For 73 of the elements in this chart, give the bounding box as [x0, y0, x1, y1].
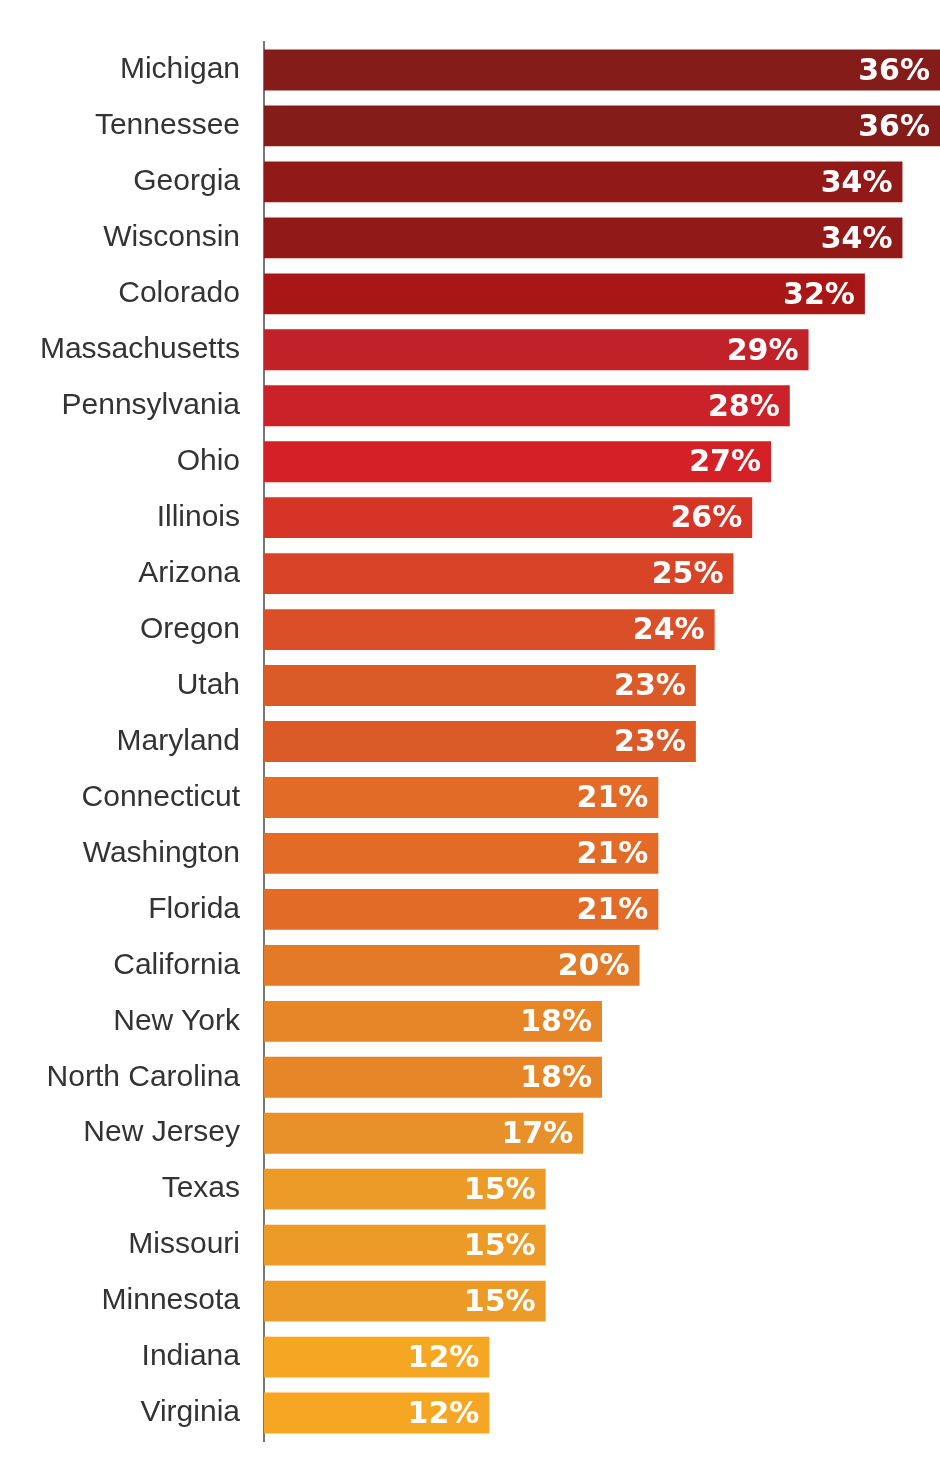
data-label: 21% [576, 779, 649, 815]
data-label: 27% [689, 443, 761, 479]
bar [264, 441, 771, 483]
y-tick-label: California [113, 946, 241, 980]
data-label: 23% [614, 723, 686, 759]
y-tick-label: Wisconsin [103, 219, 240, 253]
bar [264, 777, 659, 818]
data-label: 17% [501, 1115, 574, 1151]
bar [264, 665, 696, 706]
bar [264, 888, 659, 930]
y-tick-label: New York [113, 1002, 241, 1036]
bar [264, 1112, 584, 1154]
y-tick-label: Minnesota [101, 1282, 241, 1316]
data-label: 23% [614, 667, 686, 703]
bar [264, 721, 696, 762]
bar [264, 49, 940, 91]
y-tick-label: Connecticut [81, 778, 241, 812]
bar [264, 1224, 546, 1266]
data-label: 12% [407, 1394, 480, 1430]
data-label: 15% [463, 1170, 536, 1206]
data-label: 18% [520, 1059, 592, 1095]
data-label: 18% [520, 1003, 592, 1039]
bar [264, 553, 734, 595]
data-label: 15% [463, 1282, 536, 1318]
bar [264, 1280, 546, 1322]
data-label: 36% [858, 51, 930, 87]
y-tick-label: Illinois [156, 498, 240, 532]
y-tick-label: Texas [161, 1170, 240, 1204]
data-label: 21% [576, 835, 649, 871]
bar [264, 385, 790, 427]
y-tick-label: Maryland [116, 722, 240, 756]
y-tick-label: Oregon [139, 610, 240, 644]
y-tick-label: Indiana [141, 1338, 241, 1372]
bar [264, 833, 659, 874]
y-tick-label: Washington [82, 834, 240, 868]
y-tick-label: Michigan [119, 51, 240, 85]
y-tick-label: Pennsylvania [61, 387, 241, 421]
bar [264, 273, 865, 315]
y-tick-label: North Carolina [46, 1058, 241, 1092]
y-tick-label: Arizona [138, 554, 241, 588]
y-tick-label: Georgia [133, 163, 241, 197]
data-label: 21% [576, 891, 649, 927]
y-tick-label: New Jersey [83, 1114, 240, 1148]
data-label: 36% [858, 107, 930, 143]
data-label: 34% [820, 219, 893, 255]
data-label: 20% [557, 947, 630, 983]
y-tick-label: Florida [148, 890, 241, 924]
data-label: 26% [670, 499, 743, 535]
bar [264, 609, 715, 651]
bar [264, 329, 809, 371]
bar [264, 944, 640, 986]
data-label: 25% [651, 555, 724, 591]
bar [264, 1056, 602, 1098]
data-label: 15% [463, 1226, 536, 1262]
y-tick-label: Massachusetts [39, 331, 240, 365]
bar [264, 1168, 546, 1210]
data-label: 12% [407, 1338, 480, 1374]
y-tick-label: Colorado [118, 275, 240, 309]
data-label: 34% [820, 163, 893, 199]
data-label: 24% [632, 611, 705, 647]
data-label: 28% [707, 387, 780, 423]
y-tick-label: Missouri [128, 1226, 240, 1260]
data-label: 32% [783, 275, 855, 311]
bar [264, 217, 903, 259]
y-tick-label: Utah [176, 666, 240, 700]
y-tick-label: Ohio [176, 442, 240, 476]
data-label: 29% [726, 331, 799, 367]
bar [264, 161, 903, 203]
y-tick-label: Tennessee [94, 107, 240, 141]
bar [264, 497, 753, 539]
y-tick-label: Virginia [140, 1394, 241, 1428]
bar [264, 105, 940, 147]
bar [264, 1000, 602, 1042]
